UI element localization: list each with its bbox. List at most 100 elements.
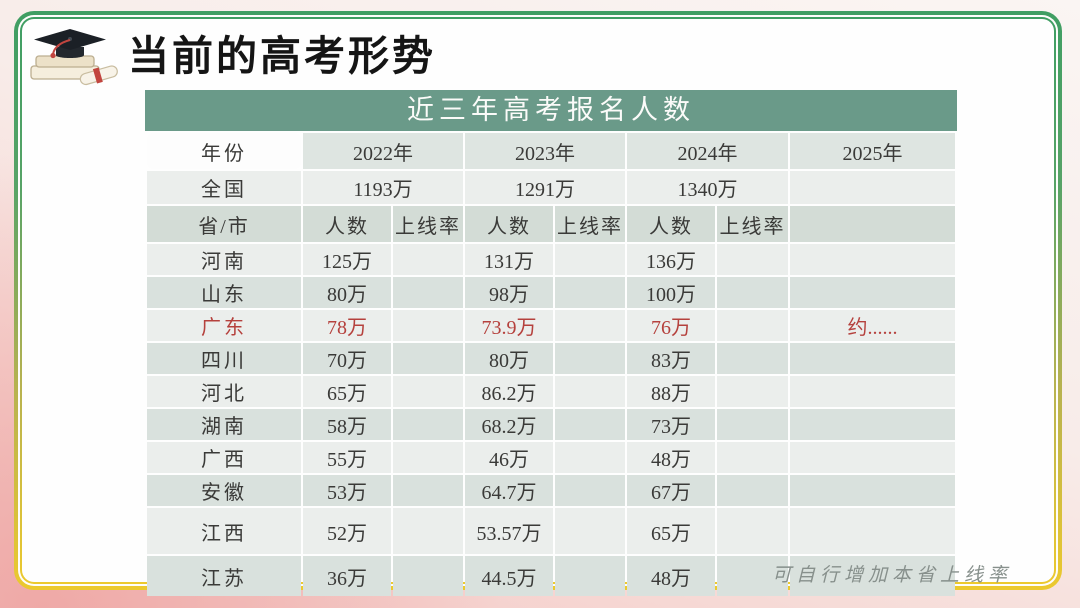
province-name: 安徽 bbox=[147, 475, 301, 506]
cell-2025 bbox=[790, 277, 955, 308]
rate-2022 bbox=[393, 310, 463, 341]
province-name: 广东 bbox=[147, 310, 301, 341]
rate-2024 bbox=[717, 442, 788, 473]
rate-2024 bbox=[717, 508, 788, 554]
year-2022: 2022年 bbox=[303, 133, 463, 169]
rate-2022 bbox=[393, 442, 463, 473]
table-title-bar: 近三年高考报名人数 bbox=[145, 90, 957, 131]
rate-2022 bbox=[393, 376, 463, 407]
count-2022: 36万 bbox=[303, 556, 391, 596]
count-2023: 80万 bbox=[465, 343, 553, 374]
count-header-2022: 人数 bbox=[303, 206, 391, 242]
rate-2024 bbox=[717, 343, 788, 374]
national-row: 全国 1193万 1291万 1340万 bbox=[147, 171, 955, 204]
rate-2024 bbox=[717, 475, 788, 506]
province-name: 湖南 bbox=[147, 409, 301, 440]
province-name: 河北 bbox=[147, 376, 301, 407]
year-2024: 2024年 bbox=[627, 133, 788, 169]
count-2023: 46万 bbox=[465, 442, 553, 473]
province-name: 四川 bbox=[147, 343, 301, 374]
count-2022: 58万 bbox=[303, 409, 391, 440]
national-2024: 1340万 bbox=[627, 171, 788, 204]
table-row: 湖南 58万 68.2万 73万 bbox=[147, 409, 955, 440]
cell-2025: 约...... bbox=[790, 310, 955, 341]
rate-2023 bbox=[555, 475, 625, 506]
province-name: 广西 bbox=[147, 442, 301, 473]
count-2023: 64.7万 bbox=[465, 475, 553, 506]
count-2024: 48万 bbox=[627, 556, 715, 596]
count-2024: 76万 bbox=[627, 310, 715, 341]
graduation-cap-books-diploma-icon bbox=[30, 29, 118, 86]
rate-2023 bbox=[555, 310, 625, 341]
cell-2025 bbox=[790, 409, 955, 440]
national-2025 bbox=[790, 171, 955, 204]
table-row: 广东 78万 73.9万 76万 约...... bbox=[147, 310, 955, 341]
count-2024: 100万 bbox=[627, 277, 715, 308]
cell-2025 bbox=[790, 442, 955, 473]
province-name: 江苏 bbox=[147, 556, 301, 596]
count-header-2023: 人数 bbox=[465, 206, 553, 242]
count-2023: 68.2万 bbox=[465, 409, 553, 440]
rate-2024 bbox=[717, 376, 788, 407]
year-label-cell: 年份 bbox=[147, 133, 301, 169]
subheader-2025-blank bbox=[790, 206, 955, 242]
rate-2022 bbox=[393, 556, 463, 596]
count-2023: 86.2万 bbox=[465, 376, 553, 407]
page-title: 当前的高考形势 bbox=[128, 33, 436, 79]
count-header-2024: 人数 bbox=[627, 206, 715, 242]
rate-2023 bbox=[555, 277, 625, 308]
count-2024: 83万 bbox=[627, 343, 715, 374]
rate-2022 bbox=[393, 277, 463, 308]
count-2022: 70万 bbox=[303, 343, 391, 374]
count-2024: 136万 bbox=[627, 244, 715, 275]
count-2022: 55万 bbox=[303, 442, 391, 473]
province-name: 山东 bbox=[147, 277, 301, 308]
rate-2023 bbox=[555, 409, 625, 440]
province-name: 河南 bbox=[147, 244, 301, 275]
rate-2024 bbox=[717, 244, 788, 275]
year-header-row: 年份 2022年 2023年 2024年 2025年 bbox=[147, 133, 955, 169]
cell-2025 bbox=[790, 508, 955, 554]
table-row: 安徽 53万 64.7万 67万 bbox=[147, 475, 955, 506]
count-2022: 65万 bbox=[303, 376, 391, 407]
table-row: 河北 65万 86.2万 88万 bbox=[147, 376, 955, 407]
gaokao-table: 年份 2022年 2023年 2024年 2025年 全国 1193万 1291… bbox=[145, 131, 957, 598]
subheader-row: 省/市 人数 上线率 人数 上线率 人数 上线率 bbox=[147, 206, 955, 242]
count-2024: 67万 bbox=[627, 475, 715, 506]
table-row: 江西 52万 53.57万 65万 bbox=[147, 508, 955, 554]
national-label: 全国 bbox=[147, 171, 301, 204]
province-name: 江西 bbox=[147, 508, 301, 554]
note-text: 可自行增加本省上线率 bbox=[772, 565, 1013, 586]
count-2022: 125万 bbox=[303, 244, 391, 275]
rate-2023 bbox=[555, 376, 625, 407]
rate-2022 bbox=[393, 409, 463, 440]
province-label-cell: 省/市 bbox=[147, 206, 301, 242]
count-2022: 78万 bbox=[303, 310, 391, 341]
count-2023: 131万 bbox=[465, 244, 553, 275]
rate-2024 bbox=[717, 409, 788, 440]
rate-2023 bbox=[555, 508, 625, 554]
rate-2024 bbox=[717, 277, 788, 308]
rate-2022 bbox=[393, 475, 463, 506]
count-2024: 88万 bbox=[627, 376, 715, 407]
rate-2024 bbox=[717, 556, 788, 596]
count-2022: 80万 bbox=[303, 277, 391, 308]
count-2022: 53万 bbox=[303, 475, 391, 506]
rate-2023 bbox=[555, 442, 625, 473]
rate-header-2023: 上线率 bbox=[555, 206, 625, 242]
count-2022: 52万 bbox=[303, 508, 391, 554]
rate-2023 bbox=[555, 556, 625, 596]
year-2023: 2023年 bbox=[465, 133, 625, 169]
count-2024: 48万 bbox=[627, 442, 715, 473]
count-2023: 44.5万 bbox=[465, 556, 553, 596]
cell-2025 bbox=[790, 475, 955, 506]
rate-2023 bbox=[555, 244, 625, 275]
national-2023: 1291万 bbox=[465, 171, 625, 204]
count-2024: 65万 bbox=[627, 508, 715, 554]
rate-2022 bbox=[393, 244, 463, 275]
count-2024: 73万 bbox=[627, 409, 715, 440]
table-row: 山东 80万 98万 100万 bbox=[147, 277, 955, 308]
year-2025: 2025年 bbox=[790, 133, 955, 169]
table-row: 江苏 36万 44.5万 48万 bbox=[147, 556, 955, 596]
